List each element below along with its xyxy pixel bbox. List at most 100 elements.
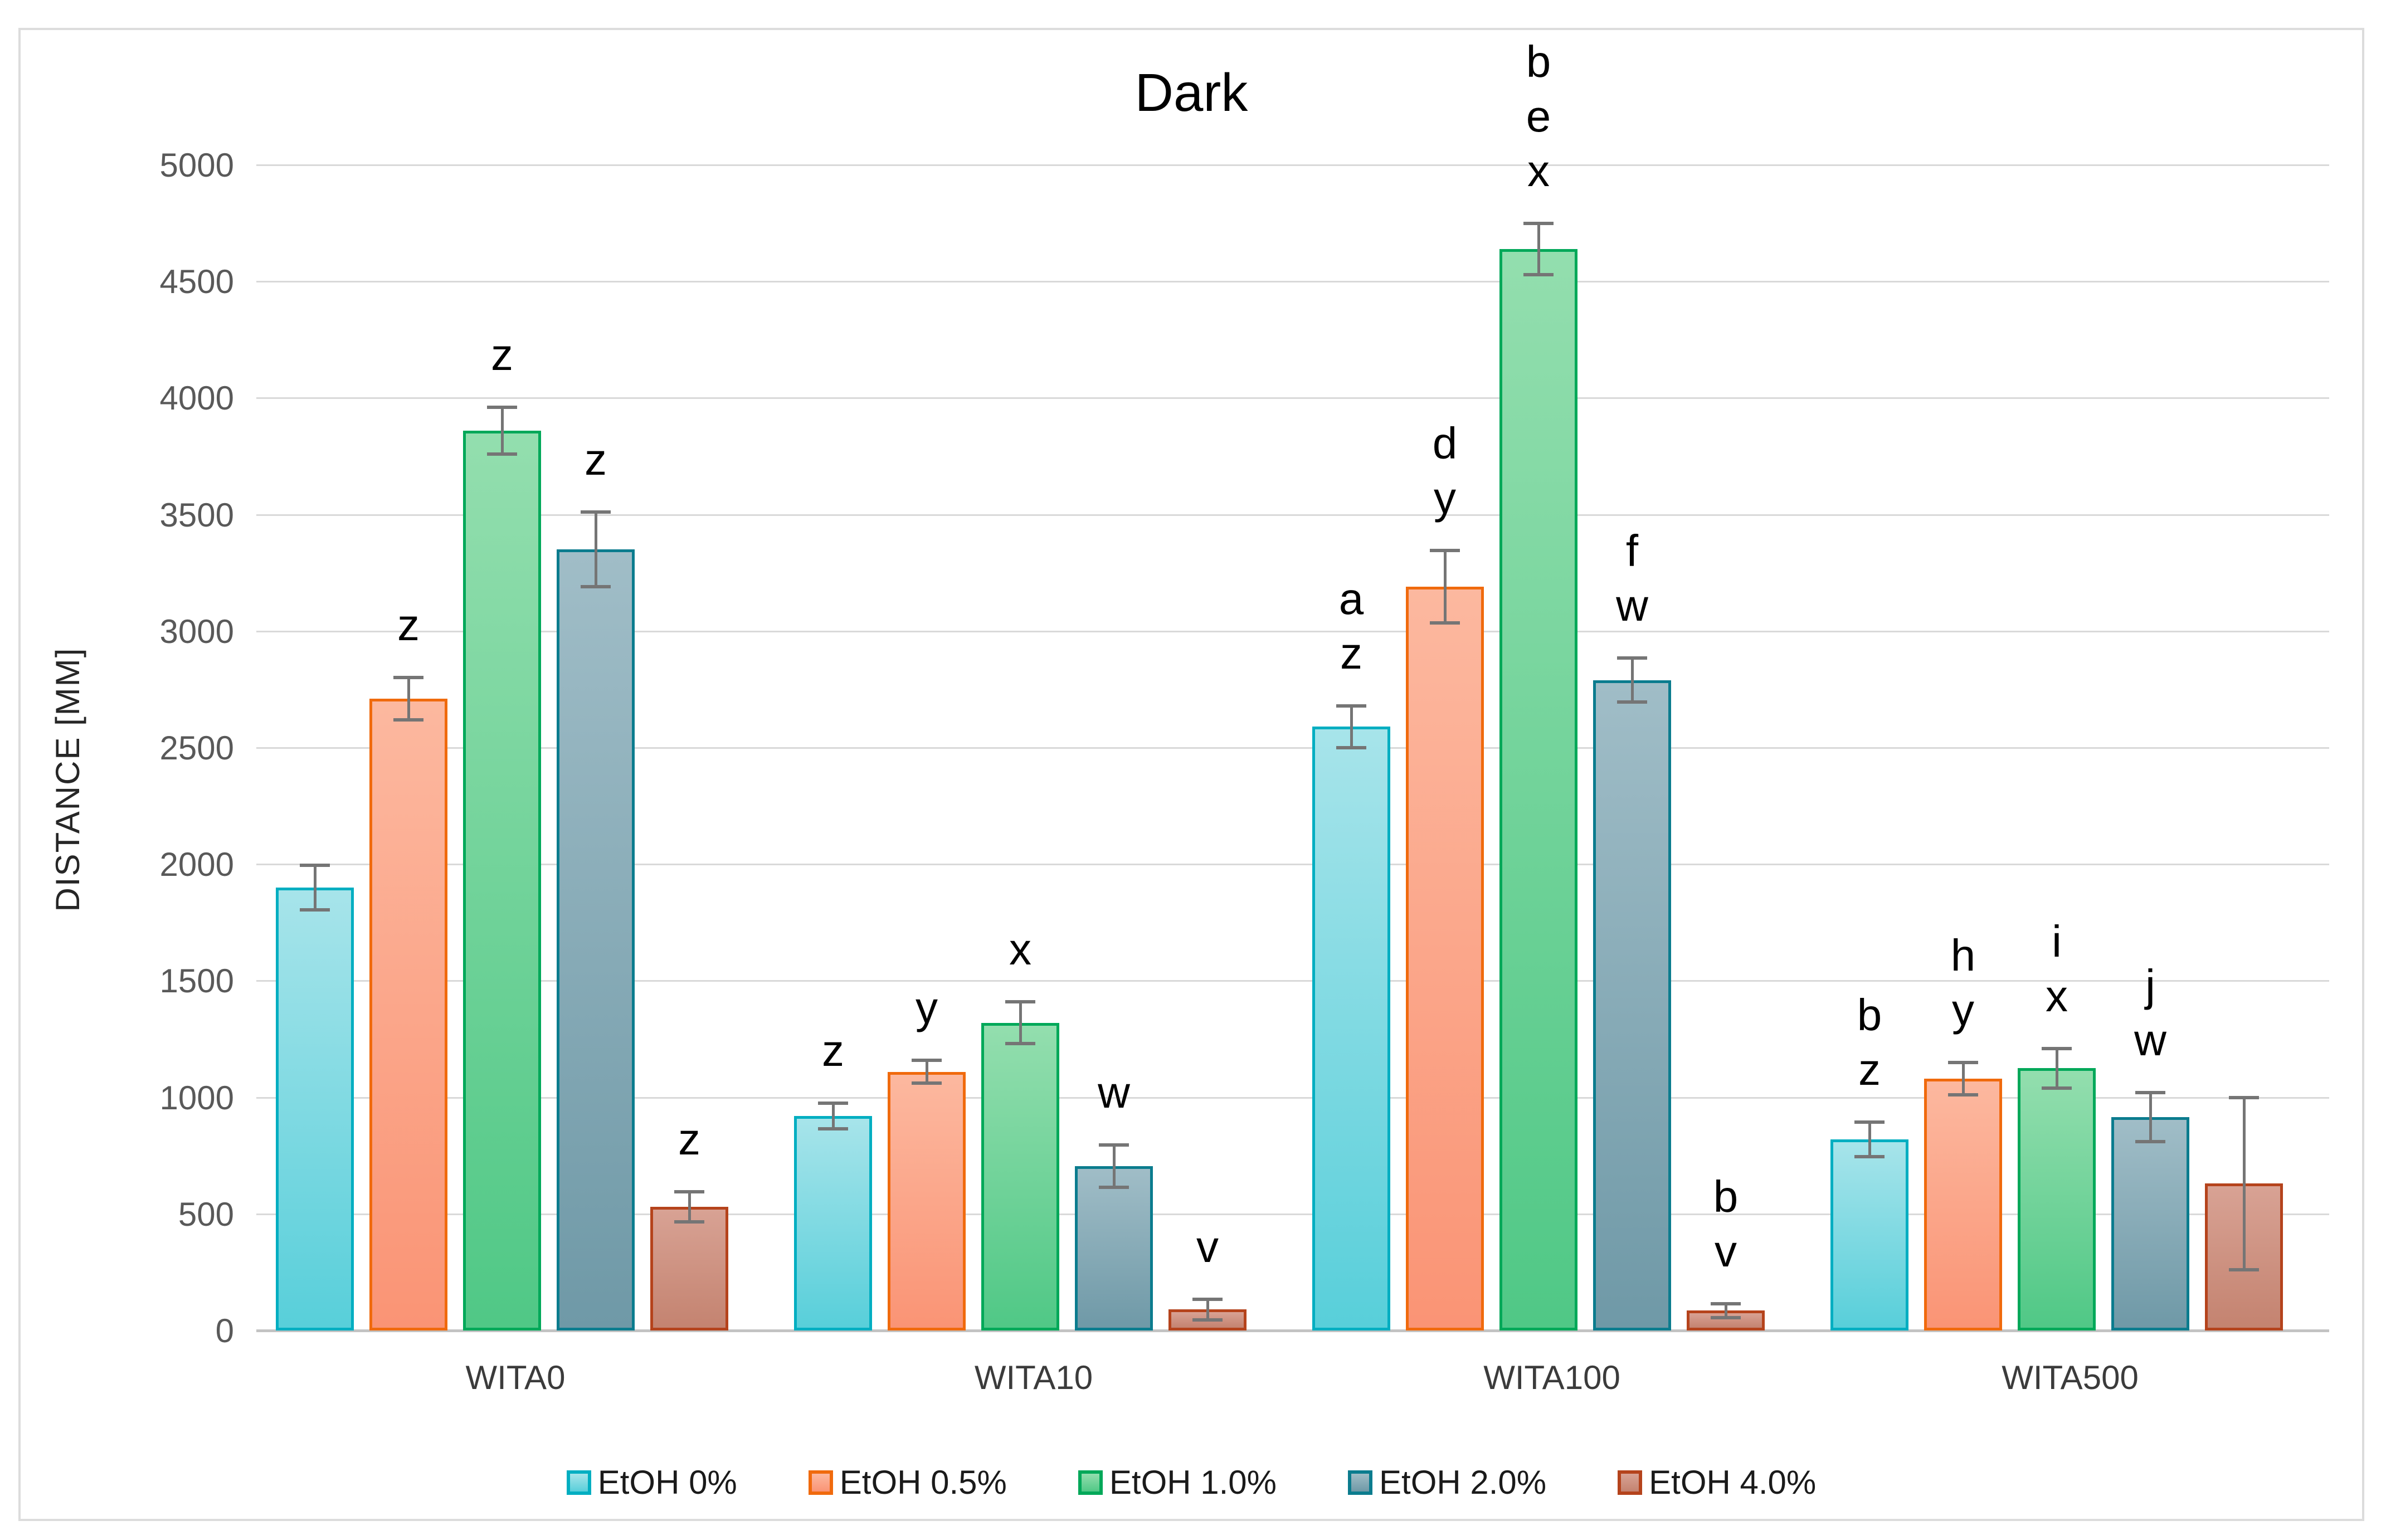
significance-letter: d <box>1432 418 1458 469</box>
legend-swatch <box>1348 1470 1373 1495</box>
error-bar <box>1962 1062 1965 1095</box>
error-bar-cap-bottom <box>1523 272 1554 276</box>
significance-letter: x <box>1527 145 1550 196</box>
error-bar-cap-bottom <box>487 452 517 456</box>
significance-letter: e <box>1526 91 1551 141</box>
bar <box>794 1116 872 1331</box>
error-bar-cap-top <box>393 676 423 680</box>
error-bar <box>1631 657 1634 703</box>
error-bar-cap-bottom <box>1617 700 1647 704</box>
bar <box>981 1022 1059 1331</box>
error-bar-cap-bottom <box>2229 1268 2259 1272</box>
error-bar-cap-top <box>1617 656 1647 660</box>
y-tick-label: 2500 <box>159 729 234 767</box>
error-bar-cap-top <box>1523 221 1554 225</box>
bar <box>557 549 635 1331</box>
bar <box>463 430 541 1331</box>
significance-letter: a <box>1338 573 1364 623</box>
chart-frame: Dark DISTANCE [MM] EtOH 0% EtOH 0.5% EtOH … <box>18 28 2364 1521</box>
significance-letter: y <box>1434 473 1456 523</box>
bar <box>2111 1117 2189 1331</box>
x-axis-label: WITA100 <box>1483 1359 1620 1396</box>
bar <box>1830 1139 1908 1331</box>
gridline <box>256 164 2329 166</box>
error-bar <box>2243 1097 2246 1270</box>
error-bar <box>1537 223 1540 275</box>
error-bar-cap-bottom <box>581 585 611 589</box>
y-tick-label: 5000 <box>159 147 234 184</box>
bar <box>1406 587 1484 1331</box>
legend-swatch <box>566 1470 591 1495</box>
error-bar-cap-bottom <box>674 1220 704 1224</box>
gridline <box>256 747 2329 749</box>
gridline <box>256 397 2329 399</box>
error-bar-cap-top <box>581 510 611 514</box>
error-bar-cap-bottom <box>2042 1086 2072 1090</box>
error-bar <box>688 1192 691 1222</box>
significance-letter: b <box>1526 36 1551 86</box>
error-bar <box>832 1103 835 1129</box>
error-bar-cap-bottom <box>1099 1185 1129 1189</box>
bar <box>1075 1166 1153 1331</box>
gridline <box>256 1213 2329 1215</box>
error-bar-cap-top <box>1192 1297 1223 1301</box>
significance-letter: b <box>1857 990 1882 1040</box>
error-bar-cap-bottom <box>393 718 423 722</box>
x-axis-label: WITA0 <box>465 1359 566 1396</box>
error-bar-cap-top <box>1336 704 1366 708</box>
error-bar <box>2056 1048 2058 1088</box>
error-bar-cap-top <box>487 406 517 410</box>
gridline <box>256 864 2329 866</box>
error-bar <box>1350 705 1353 748</box>
legend: EtOH 0% EtOH 0.5% EtOH 1.0% EtOH 2.0% EtOH 4… <box>21 1463 2362 1502</box>
error-bar-cap-top <box>1854 1120 1885 1124</box>
error-bar <box>1868 1122 1871 1157</box>
error-bar <box>407 678 410 720</box>
error-bar-cap-bottom <box>1430 621 1460 625</box>
significance-letter: z <box>491 330 513 380</box>
significance-letter: x <box>1009 924 1031 974</box>
error-bar-cap-bottom <box>1336 746 1366 749</box>
legend-swatch <box>808 1470 833 1495</box>
y-tick-label: 500 <box>178 1195 234 1233</box>
error-bar <box>314 865 317 910</box>
legend-label: EtOH 0% <box>597 1464 737 1501</box>
gridline <box>256 630 2329 632</box>
y-axis-title: DISTANCE [MM] <box>49 647 86 912</box>
significance-letter: w <box>1616 580 1648 630</box>
bar <box>888 1071 966 1331</box>
significance-letter: v <box>1196 1221 1219 1271</box>
bar <box>1924 1079 2002 1331</box>
significance-letter: y <box>916 982 938 1032</box>
error-bar-cap-top <box>1430 549 1460 553</box>
error-bar-cap-bottom <box>1854 1155 1885 1159</box>
gridline <box>256 1096 2329 1099</box>
error-bar-cap-bottom <box>1005 1042 1035 1046</box>
legend-swatch <box>1078 1470 1103 1495</box>
legend-swatch <box>1618 1470 1643 1495</box>
error-bar <box>1113 1145 1116 1187</box>
significance-letter: i <box>2052 916 2062 966</box>
gridline <box>256 281 2329 283</box>
legend-label: EtOH 2.0% <box>1379 1464 1547 1501</box>
error-bar-cap-bottom <box>2135 1140 2165 1144</box>
error-bar-cap-top <box>1099 1143 1129 1147</box>
significance-letter: z <box>397 600 420 650</box>
error-bar-cap-top <box>2229 1095 2259 1099</box>
error-bar-cap-top <box>674 1190 704 1194</box>
legend-label: EtOH 4.0% <box>1649 1464 1817 1501</box>
y-tick-label: 0 <box>215 1312 234 1349</box>
error-bar-cap-bottom <box>1948 1093 1978 1097</box>
error-bar-cap-bottom <box>300 908 330 912</box>
bar <box>1499 248 1577 1331</box>
legend-item: EtOH 0% <box>566 1463 737 1502</box>
gridline <box>256 514 2329 516</box>
error-bar-cap-top <box>300 864 330 868</box>
error-bar <box>1444 550 1447 623</box>
y-tick-label: 3000 <box>159 612 234 650</box>
error-bar <box>501 407 504 454</box>
significance-letter: j <box>2145 961 2155 1011</box>
legend-item: EtOH 1.0% <box>1078 1463 1277 1502</box>
y-tick-label: 3500 <box>159 496 234 534</box>
legend-label: EtOH 0.5% <box>839 1464 1007 1501</box>
